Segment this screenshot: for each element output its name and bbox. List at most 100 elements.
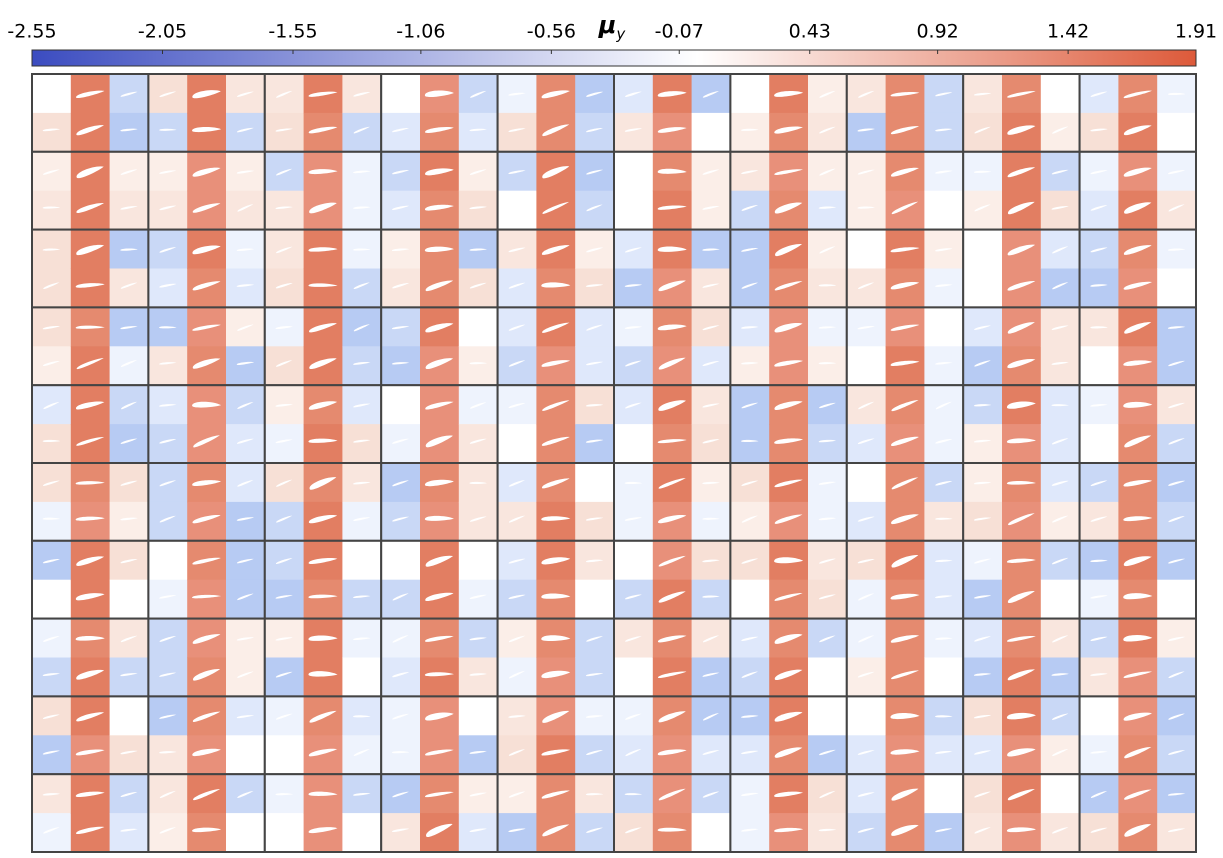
- panel: [613, 695, 732, 776]
- field-tile: [1040, 735, 1081, 775]
- field-tile: [924, 112, 964, 153]
- airfoil: [508, 828, 526, 833]
- airfoil: [891, 436, 919, 446]
- airfoil: [585, 517, 604, 521]
- airfoil: [703, 712, 719, 721]
- field-tile: [808, 735, 848, 775]
- airfoil: [469, 438, 487, 444]
- field-tile: [924, 424, 964, 464]
- panel: [31, 150, 150, 231]
- airfoil: [935, 439, 953, 444]
- airfoil: [353, 673, 371, 676]
- airfoil: [469, 673, 487, 676]
- airfoil: [973, 517, 992, 521]
- panel: [31, 462, 150, 542]
- airfoil: [857, 481, 875, 485]
- field-tile: [381, 501, 421, 542]
- airfoil: [891, 670, 919, 680]
- airfoil: [974, 636, 991, 642]
- airfoil: [353, 439, 371, 443]
- airfoil: [309, 323, 337, 333]
- airfoil: [891, 788, 919, 801]
- field-tile: [381, 579, 421, 620]
- field-tile: [963, 268, 1003, 308]
- airfoil: [974, 791, 991, 798]
- airfoil: [1051, 404, 1069, 407]
- field-tile: [32, 735, 72, 775]
- airfoil: [818, 828, 837, 832]
- field-tile: [885, 735, 925, 775]
- panel: [613, 617, 732, 698]
- airfoil: [508, 594, 526, 600]
- airfoil: [624, 559, 642, 563]
- colorbar-title: μy: [598, 11, 627, 43]
- field-tile: [32, 501, 72, 542]
- airfoil: [741, 594, 759, 600]
- airfoil: [391, 248, 410, 252]
- airfoil: [1007, 167, 1036, 178]
- airfoil: [858, 593, 875, 601]
- airfoil: [425, 635, 454, 642]
- airfoil: [774, 169, 803, 175]
- panel: [380, 306, 499, 387]
- airfoil: [236, 517, 254, 521]
- airfoil: [120, 635, 138, 643]
- field-tile: [226, 346, 266, 386]
- airfoil: [43, 361, 60, 367]
- field-tile: [1079, 579, 1119, 620]
- airfoil: [469, 362, 487, 365]
- airfoil: [276, 749, 293, 756]
- airfoil: [657, 246, 687, 252]
- airfoil: [702, 672, 720, 677]
- field-tile: [264, 579, 305, 620]
- airfoil: [1051, 325, 1069, 330]
- field-tile: [846, 735, 887, 775]
- airfoil: [857, 715, 875, 718]
- airfoil: [469, 128, 487, 132]
- airfoil: [658, 788, 686, 801]
- airfoil: [624, 793, 643, 796]
- panel: [496, 773, 616, 854]
- field-tile: [691, 657, 731, 697]
- panel: [31, 617, 150, 698]
- field-tile: [264, 112, 305, 153]
- field-tile: [614, 579, 654, 620]
- airfoil: [973, 481, 992, 485]
- airfoil: [276, 479, 293, 487]
- airfoil: [819, 635, 836, 643]
- airfoil: [541, 245, 570, 255]
- airfoil: [76, 244, 105, 256]
- field-tile: [458, 657, 499, 697]
- field-tile: [497, 424, 537, 464]
- airfoil: [392, 127, 410, 133]
- field-tile: [1040, 190, 1081, 231]
- airfoil: [75, 636, 105, 641]
- field-tile: [575, 735, 615, 775]
- airfoil: [658, 555, 686, 567]
- field-tile: [109, 501, 149, 542]
- airfoil: [819, 714, 836, 720]
- field-tile: [264, 657, 305, 697]
- airfoil: [891, 514, 919, 525]
- airfoil: [43, 169, 60, 175]
- field-tile: [148, 501, 188, 542]
- airfoil: [308, 748, 338, 757]
- airfoil: [1007, 322, 1035, 334]
- airfoil: [624, 481, 643, 484]
- field-tile: [846, 346, 887, 386]
- airfoil: [159, 283, 177, 288]
- field-tile: [1040, 268, 1081, 308]
- airfoil: [276, 515, 293, 523]
- field-tile: [264, 424, 305, 464]
- field-tile: [187, 268, 227, 308]
- field-tile: [846, 501, 887, 542]
- field-tile: [458, 268, 499, 308]
- field-tile: [1157, 813, 1197, 853]
- field-tile: [1040, 813, 1081, 853]
- field-tile: [497, 657, 537, 697]
- panel: [31, 73, 150, 153]
- airfoil: [625, 91, 642, 97]
- airfoil: [1052, 90, 1069, 98]
- airfoil: [1051, 438, 1069, 445]
- airfoil: [469, 326, 487, 329]
